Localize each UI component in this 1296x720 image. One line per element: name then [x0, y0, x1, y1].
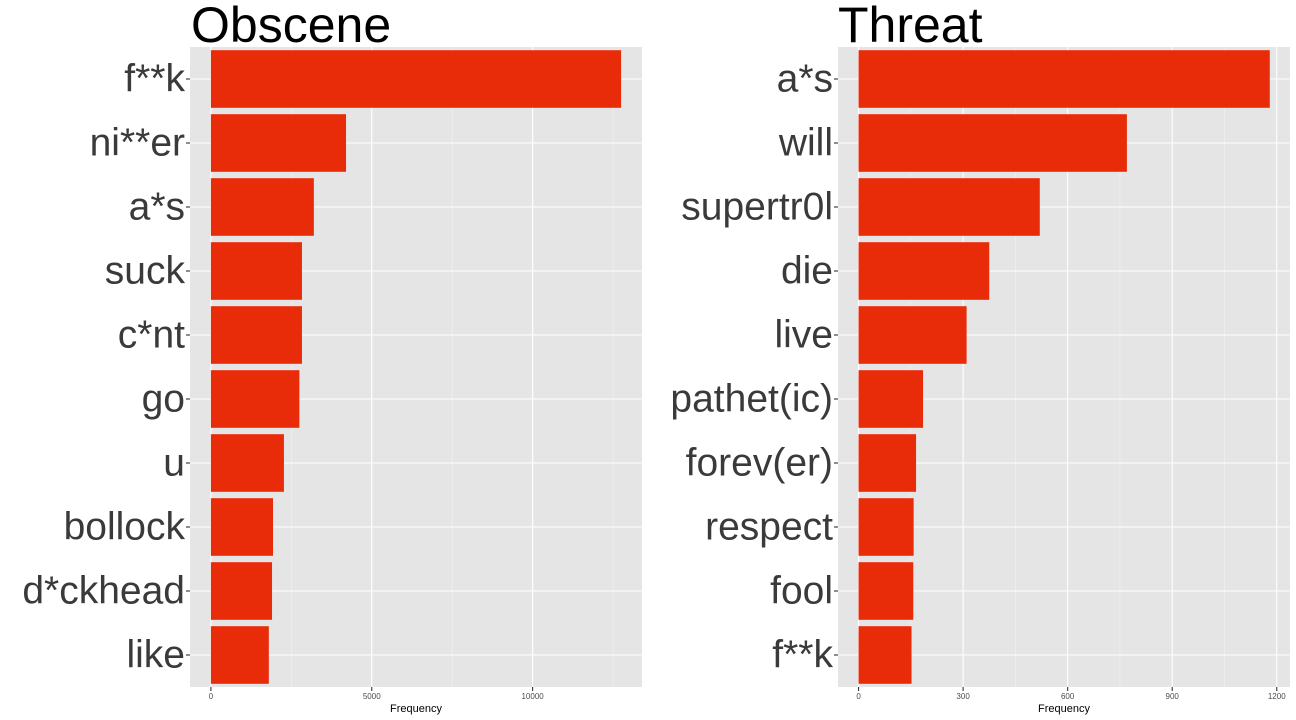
y-tick-label: a*s — [777, 58, 833, 101]
y-axis-threat: a*s will supertr0l die live pathet(ic) forev(e… — [670, 58, 838, 677]
y-tick-label: ni**er — [90, 122, 185, 165]
y-tick-label: fool — [770, 570, 833, 613]
y-tick-label: live — [774, 314, 833, 357]
x-axis-obscene: 0 5000 10000 — [209, 687, 544, 701]
y-tick-label: go — [142, 378, 185, 421]
bar-obscene-bollock — [210, 498, 274, 556]
x-tick-label: 300 — [956, 692, 970, 701]
bar-threat-die — [858, 242, 990, 300]
bar-threat-supertr0l — [858, 178, 1040, 236]
bar-obscene-f-k — [210, 50, 622, 108]
x-tick-label: 0 — [856, 692, 861, 701]
y-tick-label: d*ckhead — [22, 570, 185, 613]
y-tick-label: die — [781, 250, 833, 293]
bar-threat-will — [858, 114, 1127, 172]
bars-obscene — [210, 50, 622, 684]
bar-threat-pathet-ic — [858, 370, 924, 428]
bar-threat-fool — [858, 562, 914, 620]
bar-obscene-like — [210, 626, 269, 684]
bar-obscene-c-nt — [210, 306, 302, 364]
bar-threat-respect — [858, 498, 914, 556]
y-tick-label: bollock — [64, 506, 186, 549]
bar-threat-a-s — [858, 50, 1270, 108]
x-axis-threat: 0 300 600 900 1200 — [856, 687, 1286, 701]
bar-obscene-go — [210, 370, 300, 428]
x-tick-label: 900 — [1166, 692, 1180, 701]
y-axis-obscene: f**k ni**er a*s suck c*nt go u bollock d*ckhead l… — [22, 58, 190, 677]
y-tick-label: f**k — [772, 634, 833, 677]
y-tick-label: respect — [705, 506, 833, 549]
y-tick-label: pathet(ic) — [670, 378, 833, 421]
x-tick-label: 5000 — [363, 692, 381, 701]
y-tick-label: forev(er) — [686, 442, 833, 485]
bar-obscene-d-ckhead — [210, 562, 273, 620]
y-tick-label: c*nt — [118, 314, 185, 357]
y-tick-label: a*s — [129, 186, 185, 229]
y-tick-label: f**k — [124, 58, 185, 101]
x-tick-label: 10000 — [521, 692, 544, 701]
x-tick-label: 1200 — [1268, 692, 1286, 701]
y-tick-label: u — [163, 442, 185, 485]
y-tick-label: will — [778, 122, 833, 165]
y-tick-label: supertr0l — [681, 186, 833, 229]
x-tick-label: 0 — [209, 692, 214, 701]
panel-title-obscene: Obscene — [191, 0, 391, 53]
x-tick-label: 600 — [1061, 692, 1075, 701]
bar-threat-forev-er — [858, 434, 917, 492]
bar-obscene-suck — [210, 242, 302, 300]
bar-threat-f-k — [858, 626, 912, 684]
x-axis-title-threat: Frequency — [1038, 703, 1090, 715]
panel-threat: Threat a*s will supertr0l die live pathet(ic)… — [670, 0, 1290, 715]
y-tick-label: like — [126, 634, 185, 677]
bar-obscene-u — [210, 434, 284, 492]
y-tick-label: suck — [105, 250, 186, 293]
bar-threat-live — [858, 306, 967, 364]
bar-obscene-a-s — [210, 178, 314, 236]
panel-obscene: Obscene f**k ni**er a*s suck c*nt go u bollock d… — [22, 0, 642, 715]
panel-title-threat: Threat — [838, 0, 983, 53]
bars-threat — [858, 50, 1270, 684]
x-axis-title-obscene: Frequency — [390, 703, 442, 715]
bar-obscene-ni-er — [210, 114, 347, 172]
